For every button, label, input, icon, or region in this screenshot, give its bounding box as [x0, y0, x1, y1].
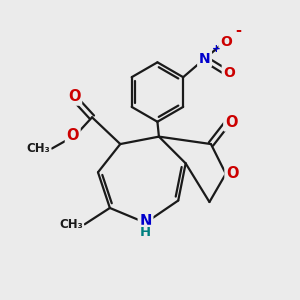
Text: H: H	[140, 226, 151, 239]
Text: O: O	[67, 128, 79, 142]
Text: N: N	[140, 214, 152, 229]
Text: N: N	[199, 52, 210, 66]
Text: O: O	[225, 115, 237, 130]
Text: +: +	[212, 44, 220, 54]
Text: O: O	[220, 35, 232, 49]
Text: O: O	[223, 66, 235, 80]
Text: CH₃: CH₃	[59, 218, 83, 231]
Text: CH₃: CH₃	[27, 142, 50, 155]
Text: -: -	[236, 23, 242, 38]
Text: O: O	[68, 89, 80, 104]
Text: O: O	[226, 166, 238, 181]
